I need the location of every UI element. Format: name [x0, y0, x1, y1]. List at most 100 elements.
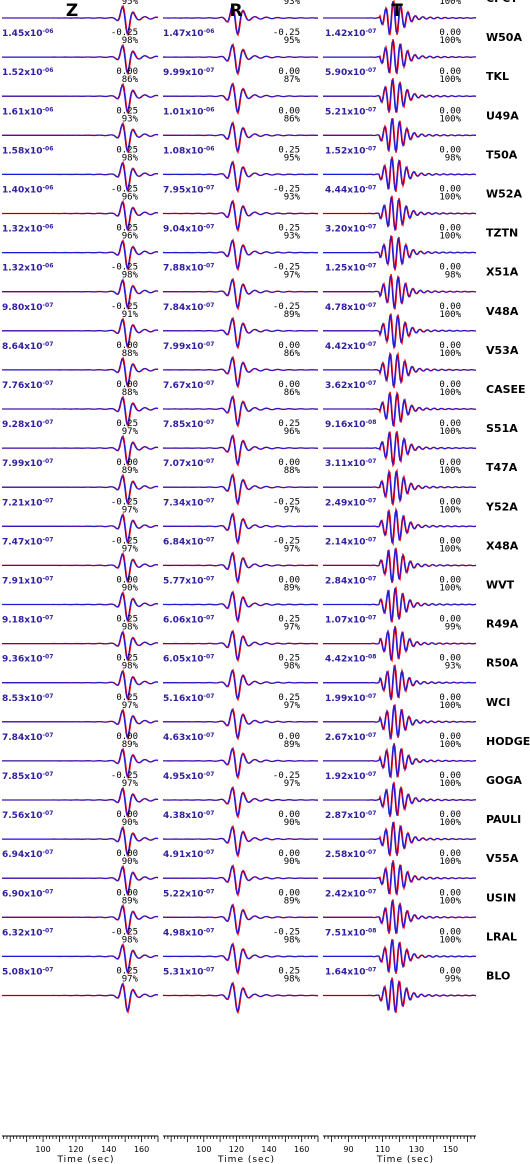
fit-percent-WVT-R: 89% [284, 584, 301, 594]
time-shift-T47A-T: 0.00 [439, 458, 461, 468]
time-shift-R49A-T: 0.00 [439, 615, 461, 625]
amplitude-label-R50A-T: 4.42x10-08 [325, 654, 376, 665]
amplitude-label-V55A-Z: 6.94x10-07 [2, 849, 53, 860]
station-name-X51A: X51A [486, 266, 519, 279]
fit-percent-HODGE-T: 100% [439, 740, 461, 750]
synthetic-trace-U49A-Z [2, 123, 159, 152]
time-shift-S51A-T: 0.00 [439, 419, 461, 429]
amplitude-label-Y52A-T: 2.49x10-07 [325, 497, 376, 508]
station-name-R50A: R50A [486, 657, 519, 670]
synthetic-trace-CPCT-Z [2, 6, 159, 35]
time-tick-label-Z-120: 120 [68, 1145, 83, 1154]
fit-percent-R50A-T: 93% [445, 662, 462, 672]
synthetic-trace-W50A-R [163, 44, 318, 74]
station-name-R49A: R49A [486, 618, 519, 631]
amplitude-label-GOGA-R: 4.95x10-07 [163, 771, 214, 782]
amplitude-label-CASEE-Z: 7.76x10-07 [2, 380, 53, 391]
amplitude-label-W52A-Z: 1.40x10-06 [2, 185, 53, 196]
fit-percent-HODGE-Z: 89% [122, 740, 139, 750]
fit-percent-T50A-T: 98% [445, 153, 462, 163]
synthetic-trace-X48A-Z [2, 553, 159, 582]
time-shift-GOGA-R: -0.25 [273, 771, 300, 781]
synthetic-trace-V55A-R [163, 865, 318, 895]
fit-percent-WVT-Z: 90% [122, 584, 139, 594]
time-shift-R50A-Z: 0.25 [116, 654, 138, 664]
amplitude-label-TZTN-R: 9.04x10-07 [163, 224, 214, 235]
amplitude-label-BLO-T: 1.64x10-07 [325, 967, 376, 978]
time-shift-HODGE-T: 0.00 [439, 732, 461, 742]
fit-percent-USIN-Z: 89% [122, 896, 139, 906]
time-shift-V48A-T: 0.00 [439, 302, 461, 312]
fit-percent-W50A-R: 95% [284, 36, 301, 46]
amplitude-label-W50A-Z: 1.45x10-06 [2, 28, 53, 39]
amplitude-label-LRAL-T: 7.51x10-08 [325, 927, 376, 938]
synthetic-trace-TZTN-R [163, 239, 318, 270]
time-shift-USIN-R: 0.00 [278, 888, 300, 898]
observed-trace-BLO-Z [2, 981, 159, 1014]
fit-percent-R50A-Z: 98% [122, 662, 139, 672]
synthetic-trace-WCI-T [323, 704, 477, 740]
time-shift-X51A-Z: -0.25 [111, 263, 138, 273]
station-name-PAULI: PAULI [486, 813, 521, 826]
synthetic-trace-HODGE-T [323, 743, 477, 778]
synthetic-trace-R49A-T [323, 625, 477, 661]
synthetic-trace-PAULI-T [323, 822, 477, 855]
amplitude-label-V48A-Z: 9.80x10-07 [2, 302, 53, 313]
time-shift-R50A-T: 0.00 [439, 654, 461, 664]
amplitude-label-HODGE-Z: 7.84x10-07 [2, 732, 53, 743]
synthetic-trace-HODGE-Z [2, 748, 159, 778]
station-name-V53A: V53A [486, 344, 519, 357]
synthetic-trace-LRAL-R [163, 943, 318, 974]
component-header-Z: Z [66, 1, 78, 21]
synthetic-trace-WCI-R [163, 708, 318, 739]
time-axis-label-R: Time (sec) [217, 1155, 275, 1164]
fit-percent-T50A-Z: 98% [122, 153, 139, 163]
synthetic-trace-WVT-Z [2, 592, 159, 622]
time-shift-WVT-R: 0.00 [278, 576, 300, 586]
fit-percent-R49A-R: 97% [284, 623, 301, 633]
time-shift-W52A-T: 0.00 [439, 185, 461, 195]
fit-percent-S51A-Z: 97% [122, 427, 139, 437]
time-tick-label-Z-160: 160 [134, 1145, 149, 1154]
synthetic-trace-T47A-R [163, 474, 318, 504]
synthetic-trace-V48A-R [163, 317, 318, 348]
time-tick-label-T-90: 90 [343, 1145, 353, 1154]
time-shift-PAULI-T: 0.00 [439, 810, 461, 820]
amplitude-label-T47A-T: 3.11x10-07 [325, 458, 376, 469]
amplitude-label-TZTN-T: 3.20x10-07 [325, 224, 376, 235]
amplitude-label-TZTN-Z: 1.32x10-06 [2, 224, 53, 235]
time-shift-WCI-Z: 0.25 [116, 693, 138, 703]
time-shift-V53A-Z: 0.00 [116, 341, 138, 351]
fit-percent-R49A-T: 99% [445, 623, 462, 633]
synthetic-trace-V53A-R [163, 356, 318, 387]
synthetic-trace-TKL-R [163, 83, 318, 113]
time-shift-V55A-T: 0.00 [439, 849, 461, 859]
fit-percent-WVT-T: 100% [439, 584, 461, 594]
time-shift-R49A-Z: 0.25 [116, 615, 138, 625]
station-name-HODGE: HODGE [486, 735, 530, 748]
time-tick-label-R-160: 160 [294, 1145, 309, 1154]
fit-percent-CASEE-Z: 88% [122, 388, 139, 398]
amplitude-label-PAULI-Z: 7.56x10-07 [2, 810, 53, 821]
amplitude-label-W50A-R: 1.47x10-06 [163, 28, 214, 39]
fit-percent-T47A-Z: 89% [122, 466, 139, 476]
fit-percent-V53A-T: 100% [439, 349, 461, 359]
station-name-T47A: T47A [486, 461, 518, 474]
amplitude-label-U49A-Z: 1.61x10-06 [2, 106, 53, 117]
synthetic-trace-LRAL-Z [2, 944, 159, 973]
amplitude-label-Y52A-R: 7.34x10-07 [163, 497, 214, 508]
fit-percent-TZTN-Z: 96% [122, 232, 139, 242]
amplitude-label-X51A-R: 7.88x10-07 [163, 263, 214, 274]
fit-percent-BLO-R: 98% [284, 975, 301, 985]
amplitude-label-W52A-R: 7.95x10-07 [163, 185, 214, 196]
time-shift-Y52A-T: 0.00 [439, 497, 461, 507]
time-shift-LRAL-T: 0.00 [439, 927, 461, 937]
time-shift-TKL-R: 0.00 [278, 67, 300, 77]
synthetic-trace-T50A-Z [2, 162, 159, 191]
time-shift-HODGE-Z: 0.00 [116, 732, 138, 742]
time-shift-HODGE-R: 0.00 [278, 732, 300, 742]
fit-percent-U49A-R: 86% [284, 114, 301, 124]
fit-percent-WCI-R: 97% [284, 701, 301, 711]
fit-percent-BLO-T: 99% [445, 975, 462, 985]
